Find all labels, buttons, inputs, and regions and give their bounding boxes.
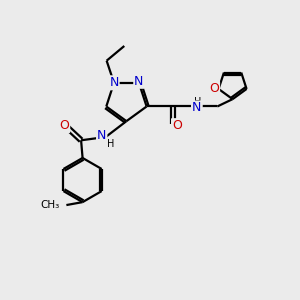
Text: O: O	[59, 119, 69, 132]
Text: N: N	[134, 75, 144, 88]
Text: H: H	[194, 97, 202, 107]
Text: H: H	[107, 139, 114, 149]
Text: O: O	[209, 82, 219, 95]
Text: N: N	[192, 101, 201, 115]
Text: CH₃: CH₃	[41, 200, 60, 210]
Text: N: N	[109, 76, 119, 89]
Text: O: O	[172, 119, 182, 132]
Text: N: N	[97, 129, 106, 142]
